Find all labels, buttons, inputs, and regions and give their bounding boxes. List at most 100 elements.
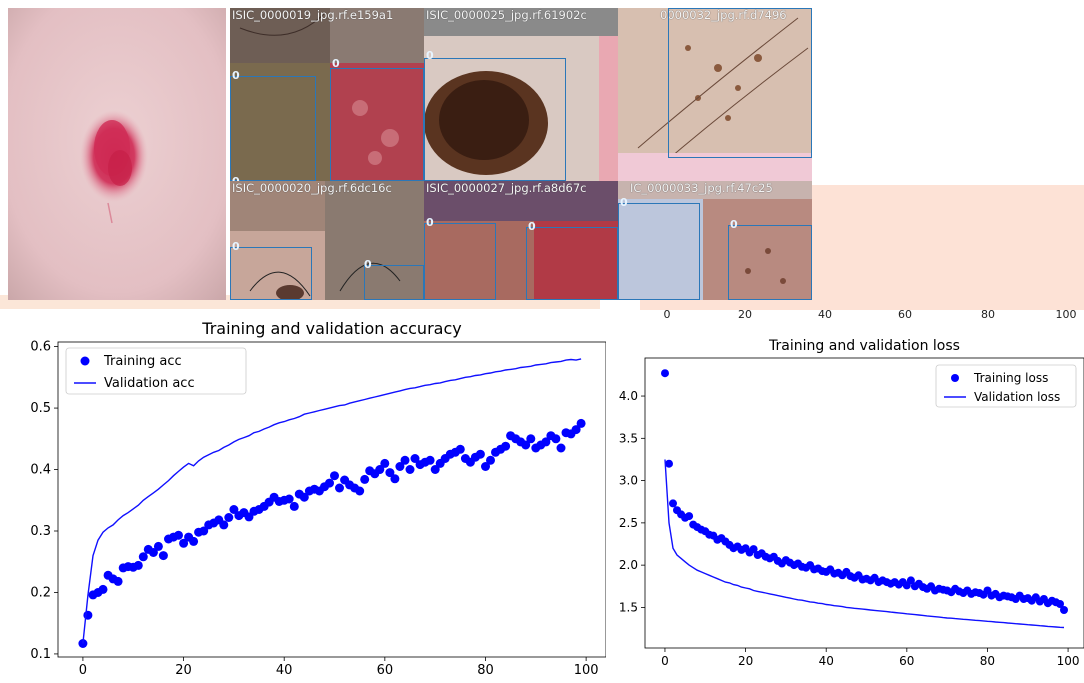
x-tick-label: 80 [980,654,995,668]
partial-tick-label: 60 [898,308,912,320]
data-point [390,474,400,484]
data-point [669,499,677,508]
mosaic-tile: ISIC_0000027_jpg.rf.a8d67c 0 0 [424,181,618,300]
class-id-label: 0 [232,240,240,253]
data-point [284,494,294,504]
data-point [501,441,511,451]
data-point [685,512,694,521]
data-point [189,536,199,546]
data-point [556,443,566,453]
tile-label: IC_0000033_jpg.rf.47c25 [630,181,773,195]
data-point [481,462,490,471]
partial-axis: 0 20 40 60 80 100 [664,308,1077,320]
data-point [551,434,561,444]
data-point [541,437,551,447]
data-point [661,369,669,378]
data-point [576,418,586,428]
partial-tick-label: 20 [738,308,752,320]
tile-label: 0000032_jpg.rf.d7496 [660,8,787,22]
partial-tick-label: 40 [818,308,832,320]
data-point [405,465,415,474]
data-point [330,471,339,481]
y-tick-label: 3.5 [619,431,638,445]
data-point [174,530,183,540]
partial-tick-label: 100 [1056,308,1077,320]
loss-chart-svg: Training and validation loss 0 20 40 60 80 100… [619,338,1084,668]
data-point [360,474,370,484]
mosaic-tile: 0000032_jpg.rf.d7496 [618,8,812,181]
bounding-box [230,247,312,300]
x-tick-label: 60 [899,654,914,668]
x-tick-label: 0 [661,654,669,668]
bounding-box [364,265,424,300]
data-point [410,454,420,463]
data-point [224,513,234,522]
data-point [153,541,163,551]
data-point [219,520,229,530]
y-tick-label: 0.3 [30,524,51,539]
bounding-box [668,8,812,158]
data-point [665,459,673,468]
legend [65,347,247,395]
bounding-box [230,76,316,181]
data-point [138,552,148,562]
class-id-label: 0 [232,69,240,82]
data-point [425,455,435,465]
series-line [82,358,582,644]
legend-label: Training loss [973,371,1048,385]
bounding-box [424,58,566,181]
mosaic-tile: ISIC_0000025_jpg.rf.61902c 0 [424,8,618,181]
data-point [355,486,365,496]
legend-label: Validation acc [104,376,195,391]
data-point [521,440,531,450]
data-point [486,455,495,465]
x-tick-label: 60 [377,663,394,678]
data-point [289,501,299,511]
class-id-label: 0 [528,220,536,233]
data-point [430,465,440,474]
class-id-label: 0 [332,57,340,70]
data-point [179,538,189,548]
mosaic-tile: ISIC_0000019_jpg.rf.e159a1 0 0 0 [230,8,424,181]
data-point [375,465,385,474]
detection-mosaic: ISIC_0000019_jpg.rf.e159a1 0 0 0 ISIC_00… [230,8,812,300]
x-tick-label: 20 [738,654,753,668]
data-point [380,458,390,468]
tile-label: ISIC_0000020_jpg.rf.6dc16c [232,181,392,195]
class-id-label: 0 [426,216,434,229]
series-line [664,459,1065,629]
mosaic-tile: ISIC_0000020_jpg.rf.6dc16c 0 0 [230,181,424,300]
y-tick-label: 0.5 [30,401,51,416]
skin-lesion-photo [8,8,226,300]
data-point [83,610,93,620]
data-point [133,560,143,570]
data-point [199,526,209,536]
data-point [98,584,108,594]
data-point [335,483,344,493]
y-tick-label: 0.6 [30,340,51,355]
chart-title: Training and validation accuracy [201,319,461,338]
x-tick-label: 0 [79,663,87,678]
data-point [749,545,758,554]
x-tick-label: 20 [175,663,192,678]
data-point [325,478,334,488]
data-point [1060,606,1068,614]
bounding-box [618,203,700,300]
data-point [455,444,465,454]
partial-tick-label: 0 [664,308,671,320]
bounding-box [424,223,496,300]
data-point [229,505,239,514]
class-id-label: 0 [364,258,372,271]
class-id-label: 0 [232,176,240,181]
data-point [158,551,168,561]
legend-label: Training acc [103,354,182,369]
bounding-box [330,68,424,181]
bounding-box [728,225,812,300]
y-tick-label: 1.5 [619,600,638,614]
y-tick-label: 4.0 [619,389,638,403]
tile-label: ISIC_0000025_jpg.rf.61902c [426,8,587,22]
loss-chart: Training and validation loss 0 20 40 60 80 100… [605,300,1084,679]
data-point [385,468,395,478]
tile-label: ISIC_0000027_jpg.rf.a8d67c [426,181,587,195]
legend-point-swatch [951,374,959,382]
